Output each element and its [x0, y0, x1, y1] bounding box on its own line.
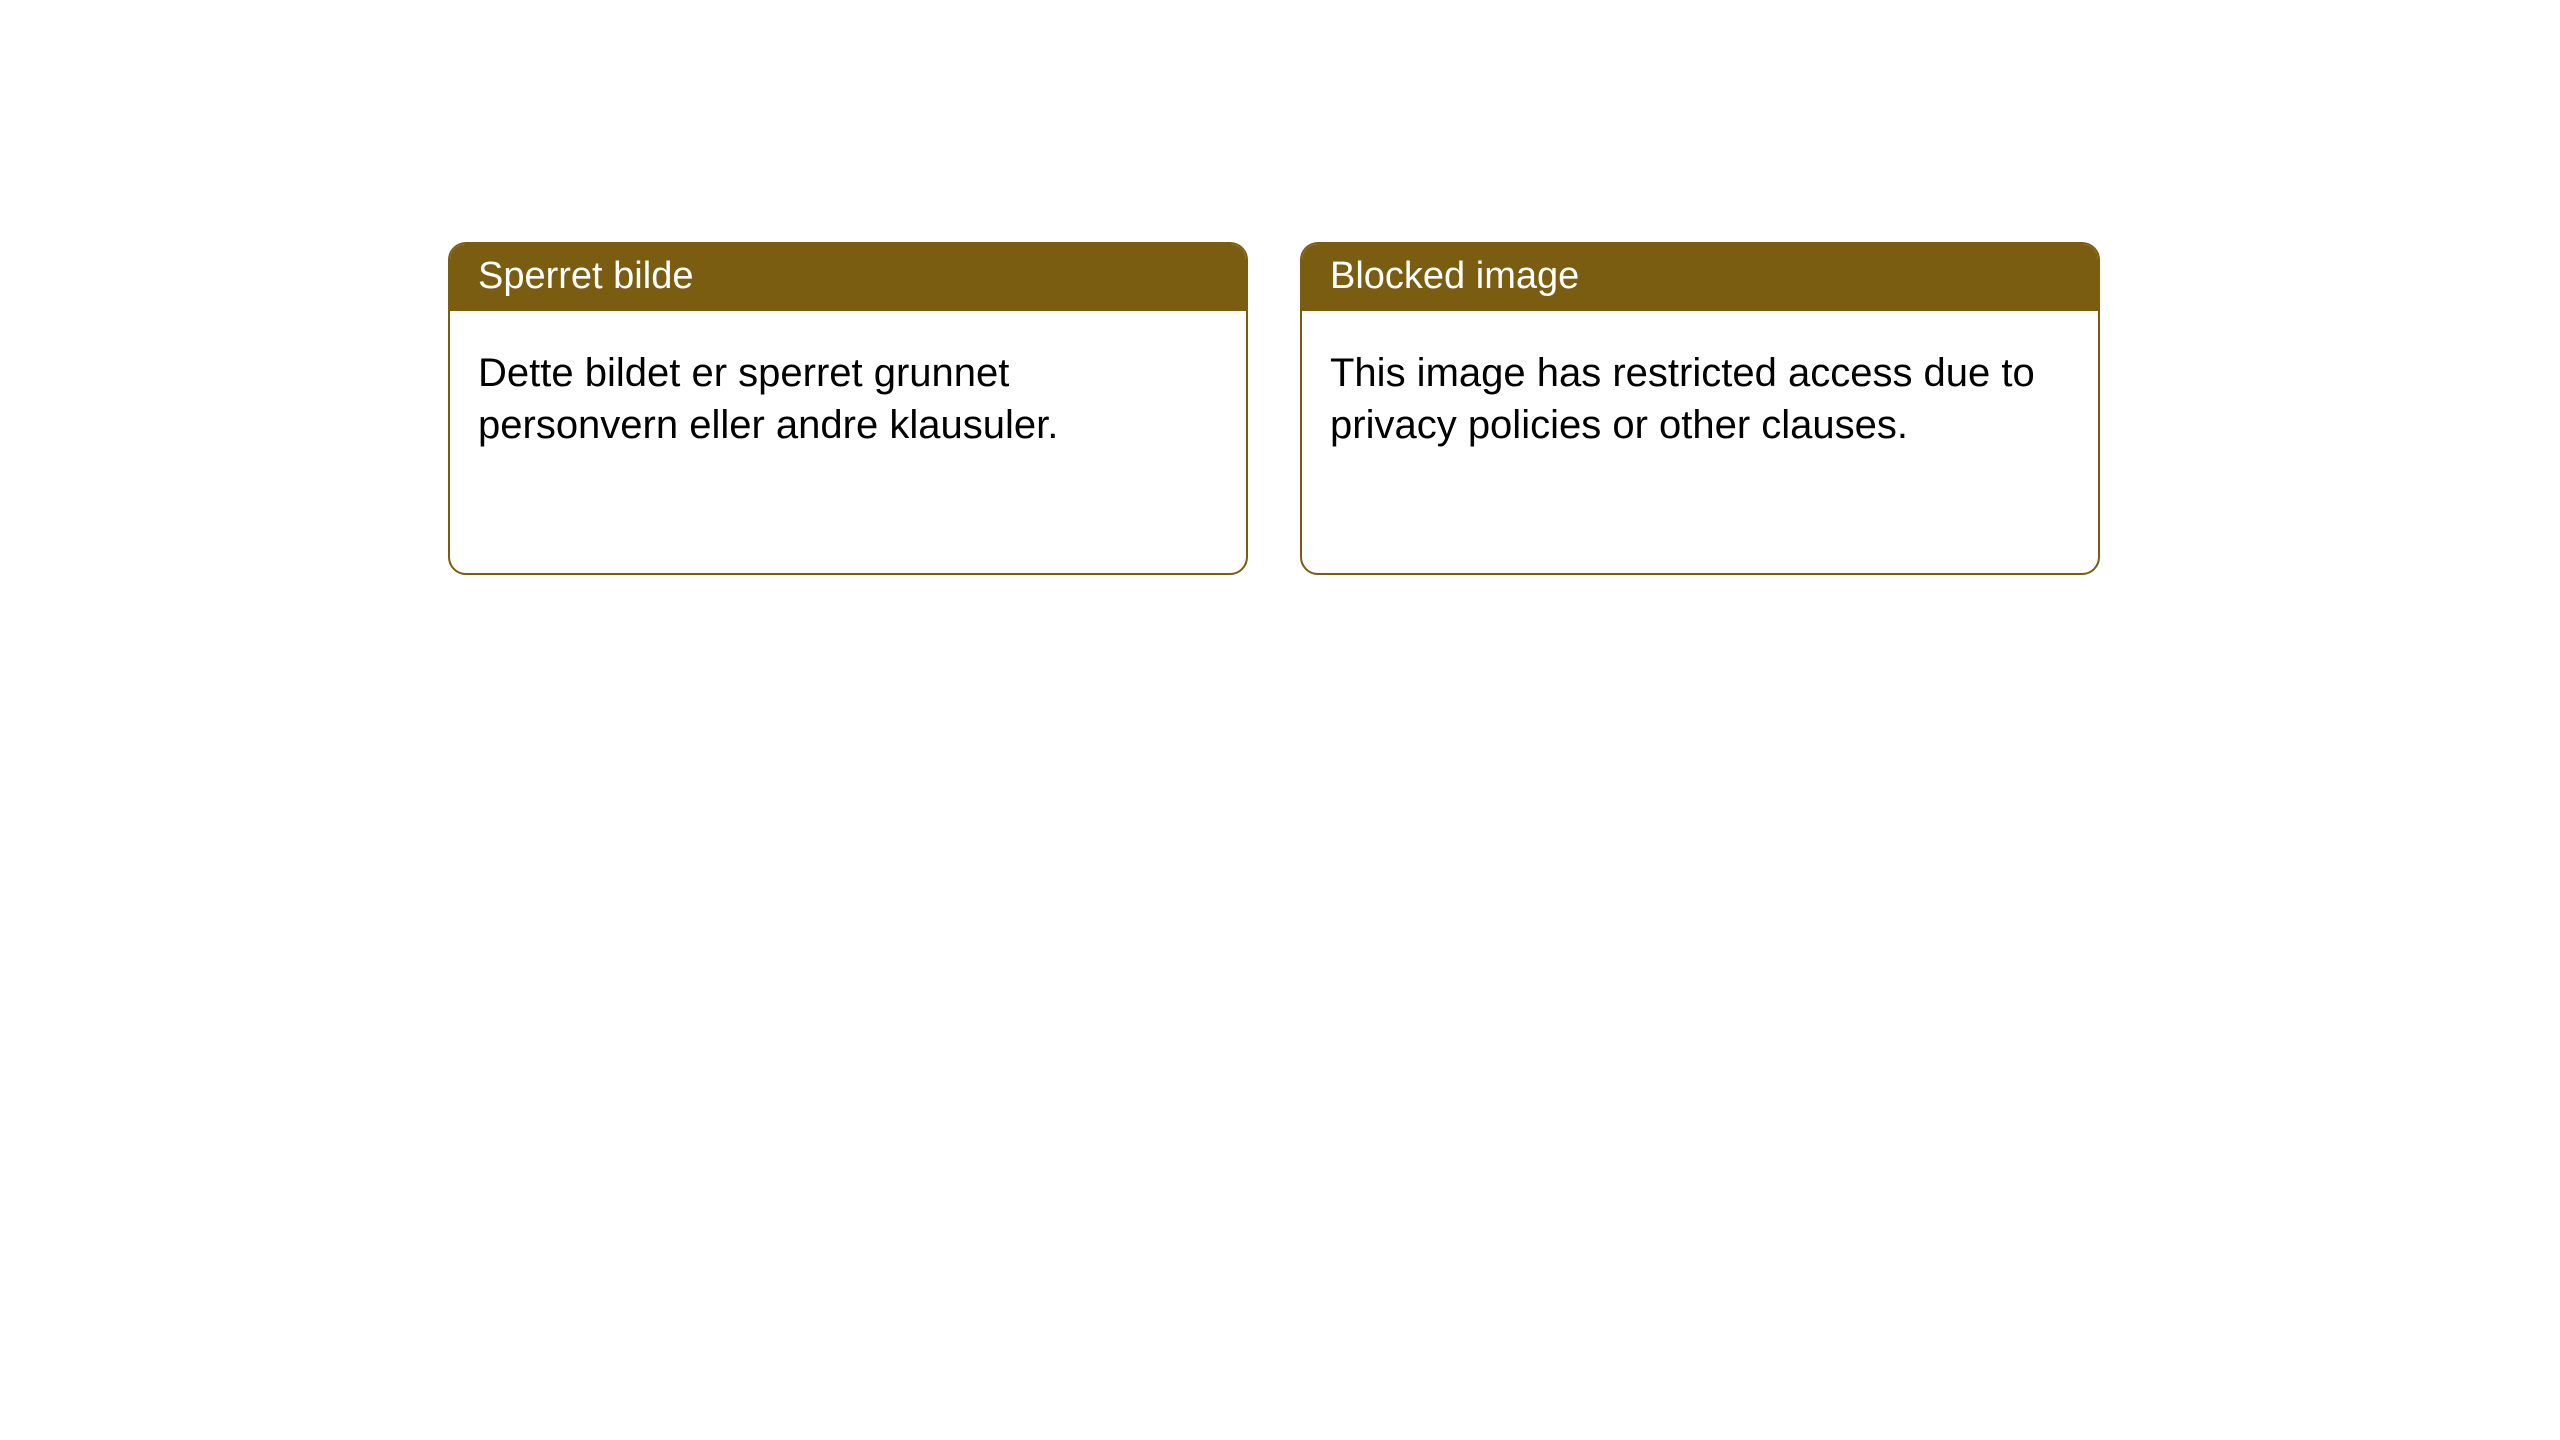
card-header: Blocked image: [1302, 244, 2098, 311]
card-header: Sperret bilde: [450, 244, 1246, 311]
card-body: Dette bildet er sperret grunnet personve…: [450, 311, 1246, 479]
card-body: This image has restricted access due to …: [1302, 311, 2098, 479]
blocked-image-card-en: Blocked image This image has restricted …: [1300, 242, 2100, 575]
blocked-image-card-no: Sperret bilde Dette bildet er sperret gr…: [448, 242, 1248, 575]
notice-container: Sperret bilde Dette bildet er sperret gr…: [0, 0, 2560, 575]
